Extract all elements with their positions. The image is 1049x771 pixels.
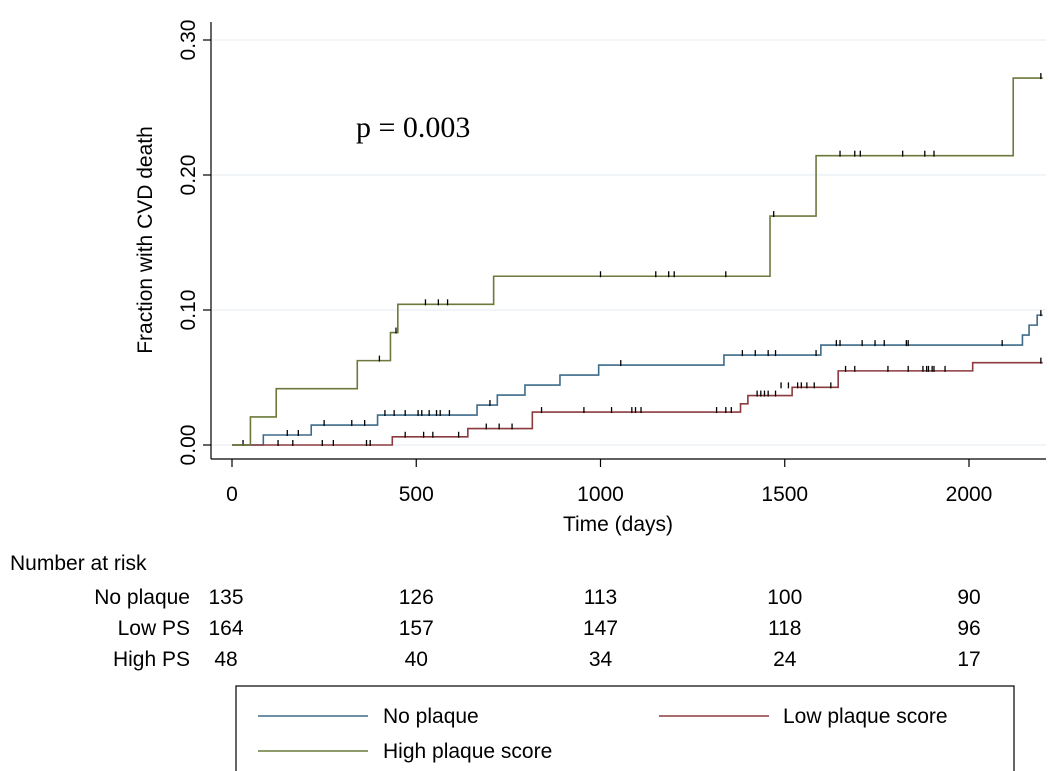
risk-value: 147 — [583, 617, 618, 640]
risk-value: 126 — [399, 586, 434, 609]
series-group — [232, 73, 1043, 446]
risk-value: 34 — [589, 648, 613, 671]
legend-label-low-plaque-score: Low plaque score — [783, 705, 948, 728]
risk-row-label: Low PS — [118, 617, 190, 640]
y-axis-label: Fraction with CVD death — [134, 126, 157, 354]
x-tick-label: 500 — [399, 483, 434, 506]
x-axis-label: Time (days) — [563, 513, 673, 536]
axes: 0.00 0.10 0.20 0.30 0 500 1000 1500 2000 — [177, 20, 1046, 506]
risk-table-heading: Number at risk — [10, 552, 147, 575]
risk-value: 24 — [773, 648, 797, 671]
legend: No plaque Low plaque score High plaque s… — [235, 685, 1015, 771]
risk-value: 48 — [214, 648, 237, 671]
legend-label-no-plaque: No plaque — [383, 705, 479, 728]
risk-row-label: No plaque — [94, 586, 190, 609]
risk-row-label: High PS — [113, 648, 190, 671]
risk-value: 164 — [208, 617, 243, 640]
risk-value: 17 — [957, 648, 980, 671]
risk-value: 96 — [957, 617, 980, 640]
x-tick-label: 1000 — [577, 483, 624, 506]
x-tick-label: 0 — [226, 483, 238, 506]
risk-table: No plaque 135 126 113 100 90 Low PS 164 157 147 11… — [94, 586, 980, 671]
x-tick-label: 2000 — [946, 483, 993, 506]
p-value-annotation: p = 0.003 — [356, 111, 470, 144]
legend-box — [235, 685, 1015, 771]
risk-value: 113 — [584, 586, 617, 609]
y-tick-label: 0.00 — [177, 425, 200, 466]
series-line-high-plaque-score — [232, 77, 1043, 446]
series-line-no-plaque — [232, 314, 1043, 446]
risk-value: 40 — [405, 648, 428, 671]
risk-value: 118 — [768, 617, 801, 640]
legend-label-high-plaque-score: High plaque score — [383, 740, 552, 763]
risk-value: 157 — [399, 617, 434, 640]
y-tick-label: 0.10 — [177, 290, 200, 331]
risk-value: 100 — [767, 586, 802, 609]
y-tick-label: 0.30 — [177, 20, 200, 61]
y-tick-label: 0.20 — [177, 155, 200, 196]
series-line-low-plaque-score — [232, 361, 1043, 446]
x-tick-label: 1500 — [761, 483, 808, 506]
risk-value: 90 — [957, 586, 980, 609]
risk-value: 135 — [208, 586, 243, 609]
